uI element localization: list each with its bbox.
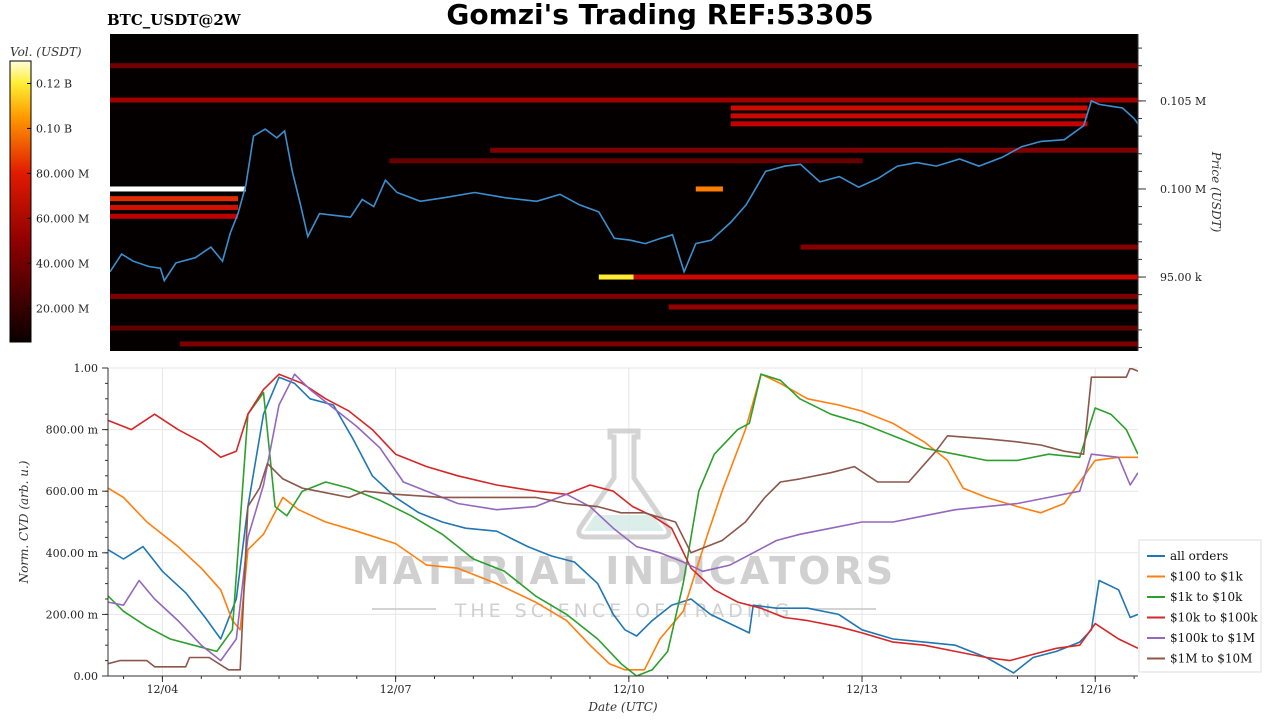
heatmap-wall: [668, 304, 1138, 310]
price-tick-label: 0.100 M: [1160, 183, 1206, 196]
heatmap-wall: [490, 147, 1138, 153]
watermark: MATERIAL INDICATORS THE SCIENCE OF TRADI…: [352, 428, 896, 622]
legend-label: $1M to $10M: [1170, 652, 1252, 666]
series-line: [108, 373, 1138, 676]
y-tick-label: 1.00: [74, 362, 99, 375]
y-tick-label: 800.00 m: [46, 424, 99, 437]
heatmap-wall: [110, 63, 1138, 69]
price-axis: 0.105 M 0.100 M 95.00 k: [1137, 34, 1206, 351]
legend: all orders $100 to $1k $1k to $10k $10k to …: [1138, 539, 1262, 673]
chart-title: Gomzi's Trading REF:53305: [446, 0, 873, 31]
colorbar-ticks: 0.12 B 0.10 B 80.000 M 60.000 M 40.000 M 20.0…: [27, 77, 89, 315]
heatmap-wall: [110, 325, 1138, 331]
price-line: [110, 99, 1138, 283]
legend-label: $10k to $100k: [1170, 611, 1258, 625]
heatmap-wall: [633, 274, 1138, 280]
watermark-line2: THE SCIENCE OF TRADING: [454, 600, 794, 622]
heatmap-background: [110, 34, 1138, 351]
cvd-panel: MATERIAL INDICATORS THE SCIENCE OF TRADI…: [17, 362, 1138, 714]
x-tick-label: 12/16: [1079, 683, 1111, 696]
y-tick-label: 200.00 m: [46, 608, 99, 621]
cvd-y-axis: 0.00 200.00 m 400.00 m 600.00 m 800.00 m 1.00: [46, 362, 108, 683]
heatmap-wall: [800, 244, 1138, 250]
series-line: [108, 373, 1138, 662]
heatmap-wall: [110, 186, 246, 192]
cvd-series: [108, 368, 1138, 676]
legend-box: [1138, 539, 1262, 673]
series-line: [108, 376, 1138, 674]
heatmap-wall: [110, 213, 239, 219]
heatmap-wall: [730, 113, 1088, 119]
colorbar-tick-label: 60.000 M: [36, 212, 89, 225]
legend-label: $100 to $1k: [1170, 570, 1243, 584]
flask-liquid: [584, 515, 664, 531]
legend-label: all orders: [1170, 549, 1228, 563]
series-line: [108, 368, 1138, 671]
colorbar-strip: [9, 60, 32, 343]
heatmap-wall: [598, 274, 634, 280]
legend-label: $100k to $1M: [1170, 631, 1255, 645]
price-axis-label: Price (USDT): [1209, 151, 1223, 233]
legend-items: all orders $100 to $1k $1k to $10k $10k to …: [1147, 549, 1258, 666]
cvd-y-axis-label: Norm. CVD (arb. u.): [17, 460, 31, 584]
price-tick-label: 95.00 k: [1160, 271, 1202, 284]
colorbar: Vol. (USDT) 0.12 B 0.10 B 80.000 M 60.000 M…: [9, 45, 89, 343]
heatmap-wall: [110, 196, 239, 202]
heatmap-wall: [730, 105, 1088, 111]
heatmap-panel: 0.105 M 0.100 M 95.00 k Price (USDT): [110, 34, 1223, 351]
y-tick-label: 400.00 m: [46, 547, 99, 560]
heatmap-wall: [110, 105, 731, 111]
heatmap-wall: [695, 186, 723, 192]
price-tick-label: 0.105 M: [1160, 95, 1206, 108]
x-tick-label: 12/04: [147, 683, 179, 696]
heatmap-wall: [179, 341, 1138, 347]
heatmap-wall: [110, 204, 239, 210]
colorbar-label: Vol. (USDT): [10, 45, 82, 59]
colorbar-tick-label: 40.000 M: [36, 257, 89, 270]
heatmap-wall: [730, 121, 1088, 127]
watermark-line1: MATERIAL INDICATORS: [352, 549, 896, 593]
colorbar-tick-label: 80.000 M: [36, 167, 89, 180]
x-tick-label: 12/07: [380, 683, 412, 696]
symbol-label: BTC_USDT@2W: [107, 11, 242, 29]
colorbar-tick-label: 0.12 B: [36, 77, 72, 90]
cvd-x-axis-label: Date (UTC): [587, 700, 657, 714]
x-tick-label: 12/13: [846, 683, 878, 696]
colorbar-tick-label: 20.000 M: [36, 302, 89, 315]
heatmap-cells: [110, 63, 1138, 347]
heatmap-wall: [389, 158, 863, 164]
legend-label: $1k to $10k: [1170, 590, 1243, 604]
cvd-x-axis: 12/04 12/07 12/10 12/13 12/16: [123, 676, 1135, 696]
colorbar-tick-label: 0.10 B: [36, 122, 72, 135]
y-tick-label: 0.00: [74, 670, 99, 683]
x-tick-label: 12/10: [613, 683, 645, 696]
y-tick-label: 600.00 m: [46, 485, 99, 498]
heatmap-wall: [110, 97, 1138, 103]
heatmap-wall: [110, 293, 1138, 299]
flask-icon: [576, 428, 672, 540]
